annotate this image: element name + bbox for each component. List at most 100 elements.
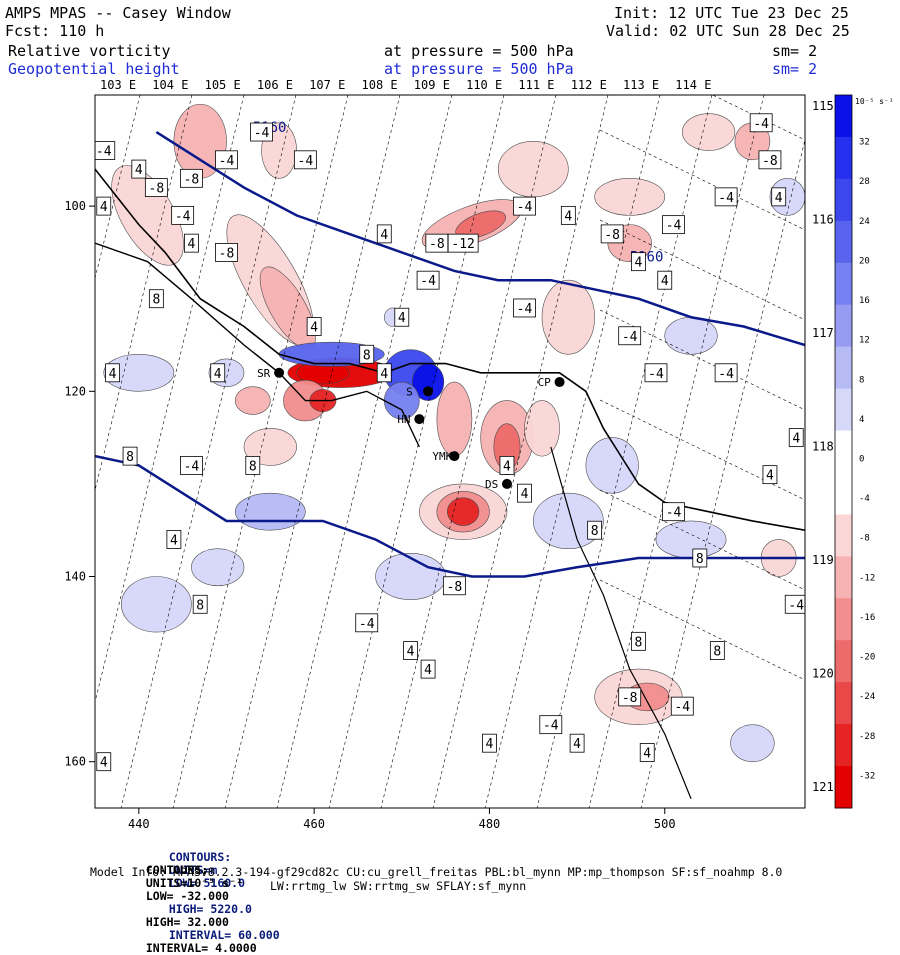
field2-smoothing: sm= 2 — [772, 60, 818, 78]
colorbar-tick-label: 12 — [859, 336, 870, 346]
contour-value-label: 4 — [407, 645, 415, 660]
station-marker — [423, 386, 434, 397]
meridian-line — [536, 95, 713, 808]
contour-label-box — [416, 270, 440, 290]
colorbar-swatch — [835, 178, 852, 222]
meridian-line — [276, 95, 453, 808]
contour-value-label: 4 — [775, 191, 783, 206]
colorbar-frame — [834, 94, 853, 809]
contour-label-box — [394, 307, 410, 327]
contour-label-box — [657, 270, 673, 290]
vorticity-blob — [375, 553, 446, 600]
longitude-label-top: 110 E — [466, 78, 502, 92]
vorticity-blob — [541, 279, 595, 355]
meridian-line — [95, 95, 193, 492]
map-frame — [94, 94, 806, 809]
contour-value-label: 4 — [424, 663, 432, 678]
contour-value-label: -4 — [666, 219, 682, 234]
longitude-label-top: 109 E — [414, 78, 450, 92]
contour-label-box — [600, 224, 624, 244]
y-tick-label: 140 — [64, 570, 86, 584]
parallel-line — [599, 129, 805, 231]
contour-label-box — [749, 113, 773, 133]
contour-value-label: 8 — [126, 450, 134, 465]
contour-label-box — [644, 363, 668, 383]
contour-label-box — [513, 298, 536, 318]
geopotential-contour-5160 — [155, 130, 805, 347]
station-label: CP — [538, 376, 552, 389]
contour-value-label: -4 — [359, 617, 375, 632]
longitude-label-top: 113 E — [623, 78, 659, 92]
longitude-label-top: 114 E — [675, 78, 711, 92]
contour-value-label: 4 — [486, 737, 494, 752]
contour-value-label: -4 — [666, 506, 682, 521]
vorticity-map: 51605160 -44-8-8-4-4-44-8-12-44-8-4-44-8… — [64, 78, 893, 831]
contour-value-label: -8 — [762, 154, 778, 169]
contour-label-box — [662, 502, 685, 522]
model-info-physics: LW:rrtmg_lw SW:rrtmg_sw SFLAY:sf_mynn — [270, 879, 527, 893]
parallel-line — [599, 219, 805, 321]
ice-shelf-line — [550, 446, 692, 799]
contour-value-label: 4 — [170, 533, 178, 548]
vorticity-blob — [585, 437, 639, 494]
contour-value-label: 8 — [696, 552, 704, 567]
contour-value-label: -4 — [184, 459, 200, 474]
contour-label-box — [631, 252, 646, 272]
contour-label-box — [482, 733, 497, 753]
contour-value-label: 4 — [135, 163, 143, 178]
station-marker — [449, 451, 460, 462]
vorticity-blob — [730, 724, 775, 763]
ice-edge — [95, 242, 420, 448]
meridian-line — [640, 138, 805, 808]
colorbar-swatch — [835, 388, 852, 432]
model-info: Model Info: MPASv8.2.3-194-gf29cd82c CU:… — [90, 865, 783, 879]
station-label: HN — [397, 413, 410, 426]
contour-value-label: -12 — [451, 237, 474, 252]
vorticity-blob — [455, 210, 506, 239]
contour-label-box — [180, 168, 203, 188]
contour-label-box — [692, 548, 708, 568]
colorbar-swatch — [835, 95, 852, 138]
contour-label-box — [714, 363, 738, 383]
parallel-line — [599, 489, 805, 591]
contour-value-label: 8 — [152, 293, 160, 308]
contour-value-label: -4 — [622, 330, 638, 345]
field1-smoothing: sm= 2 — [772, 42, 818, 60]
contour-label-box — [771, 187, 787, 207]
colorbar-tick-label: -4 — [859, 494, 870, 504]
contour-label-box — [95, 141, 116, 160]
contour-value-label: 4 — [100, 200, 108, 215]
meridian-line — [224, 95, 401, 808]
contour-label-box — [442, 576, 466, 596]
contour-value-label: 8 — [635, 635, 643, 650]
contour-label-box — [250, 122, 273, 142]
vorticity-blob — [655, 520, 727, 559]
contour-value-label: -4 — [517, 302, 533, 317]
contour-value-label: 4 — [643, 746, 651, 761]
contour-value-label: -8 — [622, 691, 638, 706]
contour-label-box — [499, 455, 515, 475]
contour-label-box — [122, 446, 138, 466]
contour-value-label: -4 — [674, 700, 690, 715]
longitude-label-top: 105 E — [205, 78, 241, 92]
contour-value-label: -4 — [753, 117, 769, 132]
contour-value-label: 4 — [100, 756, 108, 771]
contour-label-box — [184, 233, 199, 253]
station-marker — [501, 478, 512, 489]
longitude-label-top: 104 E — [152, 78, 188, 92]
contour-label-box — [788, 428, 804, 448]
station-label: DS — [485, 478, 498, 491]
vorticity-blob — [191, 548, 245, 587]
colorbar-tick-label: -8 — [859, 534, 870, 544]
meridian-line — [172, 95, 349, 808]
init-time: Init: 12 UTC Tue 23 Dec 25 — [614, 4, 849, 22]
contour-value-label: 4 — [398, 311, 406, 326]
contour-value-label: 4 — [109, 367, 117, 382]
contour-value-label: -4 — [254, 126, 270, 141]
contour-label-box — [587, 520, 603, 540]
contour-label-box — [210, 363, 226, 383]
contour-label-box — [105, 363, 120, 383]
geopotential-contour-5160 — [95, 454, 805, 578]
contour-value-label: 4 — [573, 737, 581, 752]
station-label: SR — [257, 367, 271, 380]
